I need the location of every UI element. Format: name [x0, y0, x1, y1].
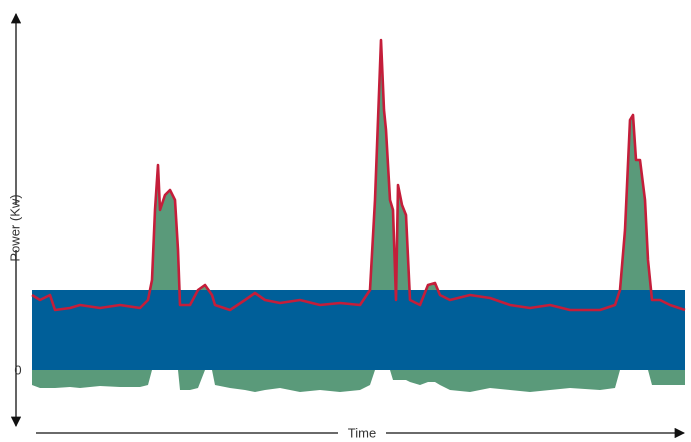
- line: [31, 38, 686, 312]
- band: [32, 290, 685, 370]
- x-axis-label: Time: [348, 425, 376, 440]
- area-lower: [32, 370, 685, 392]
- y-axis-label: Power (Kw): [7, 194, 22, 261]
- y-tick-label: 0: [14, 362, 21, 377]
- plot: [31, 38, 686, 392]
